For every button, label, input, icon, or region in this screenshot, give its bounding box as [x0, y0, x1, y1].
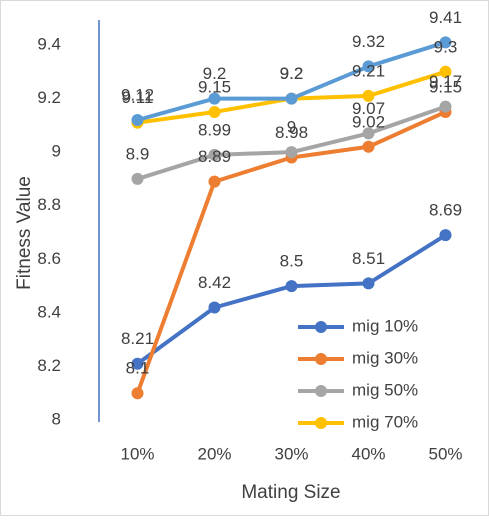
value-label: 9.11 [122, 88, 154, 107]
x-tick-label: 40% [351, 444, 385, 463]
point [208, 175, 221, 188]
point [285, 280, 298, 293]
x-tick-label: 50% [428, 444, 462, 463]
value-label: 9.3 [434, 37, 458, 56]
legend-label: mig 10% [352, 316, 418, 335]
value-label: 9.2 [280, 64, 304, 83]
y-tick-label: 8.8 [37, 195, 61, 214]
y-tick-label: 8.6 [37, 249, 61, 268]
legend-marker [315, 321, 327, 333]
value-label: 9.32 [352, 32, 385, 51]
x-tick-label: 20% [197, 444, 231, 463]
point [362, 89, 375, 102]
legend-marker [315, 353, 327, 365]
x-axis-title: Mating Size [241, 482, 340, 503]
value-label: 9.41 [429, 8, 462, 27]
value-label: 8.69 [429, 201, 462, 220]
value-label: 9.15 [429, 77, 462, 96]
point [362, 60, 375, 73]
value-label: 9.2 [280, 64, 304, 83]
legend-label: mig 30% [352, 348, 418, 367]
point [208, 301, 221, 314]
point [362, 127, 375, 140]
y-tick-label: 9.2 [37, 88, 61, 107]
value-label: 8.89 [198, 147, 231, 166]
point [285, 92, 298, 105]
value-label: 8.98 [275, 123, 308, 142]
legend-marker [315, 417, 327, 429]
value-label: 9.21 [352, 61, 385, 80]
y-tick-label: 8.4 [37, 302, 61, 321]
x-tick-label: 10% [120, 444, 154, 463]
point [439, 36, 452, 49]
value-label: 9 [287, 118, 296, 137]
y-tick-label: 9.4 [37, 34, 61, 53]
value-label: 9.17 [429, 72, 462, 91]
point [208, 105, 221, 118]
legend-label: mig 70% [352, 412, 418, 431]
legend-marker [315, 385, 327, 397]
point [131, 357, 144, 370]
point [362, 277, 375, 290]
point [131, 114, 144, 126]
point [439, 229, 452, 242]
point [439, 100, 452, 113]
value-label: 8.21 [121, 329, 154, 348]
x-tick-label: 30% [274, 444, 308, 463]
point [439, 65, 452, 78]
legend-label: mig 50% [352, 380, 418, 399]
value-label: 9.02 [352, 112, 385, 131]
value-label: 8.9 [126, 144, 150, 163]
value-label: 8.5 [280, 252, 304, 271]
point [208, 148, 221, 161]
value-label: 8.99 [198, 120, 231, 139]
point [285, 146, 298, 159]
value-label: 9.15 [198, 77, 231, 96]
point [131, 172, 144, 185]
y-tick-label: 9 [52, 142, 61, 161]
point [208, 92, 221, 105]
point [362, 140, 375, 153]
value-label: 9.07 [352, 99, 385, 118]
point [131, 387, 144, 400]
value-label: 8.42 [198, 273, 231, 292]
value-label: 9.2 [203, 64, 227, 83]
value-label: 8.1 [126, 359, 150, 378]
value-label: 9.12 [121, 85, 154, 104]
y-tick-label: 8 [52, 409, 61, 428]
y-axis-title: Fitness Value [14, 176, 35, 290]
value-label: 8.51 [352, 249, 385, 268]
y-tick-label: 8.2 [37, 356, 61, 375]
